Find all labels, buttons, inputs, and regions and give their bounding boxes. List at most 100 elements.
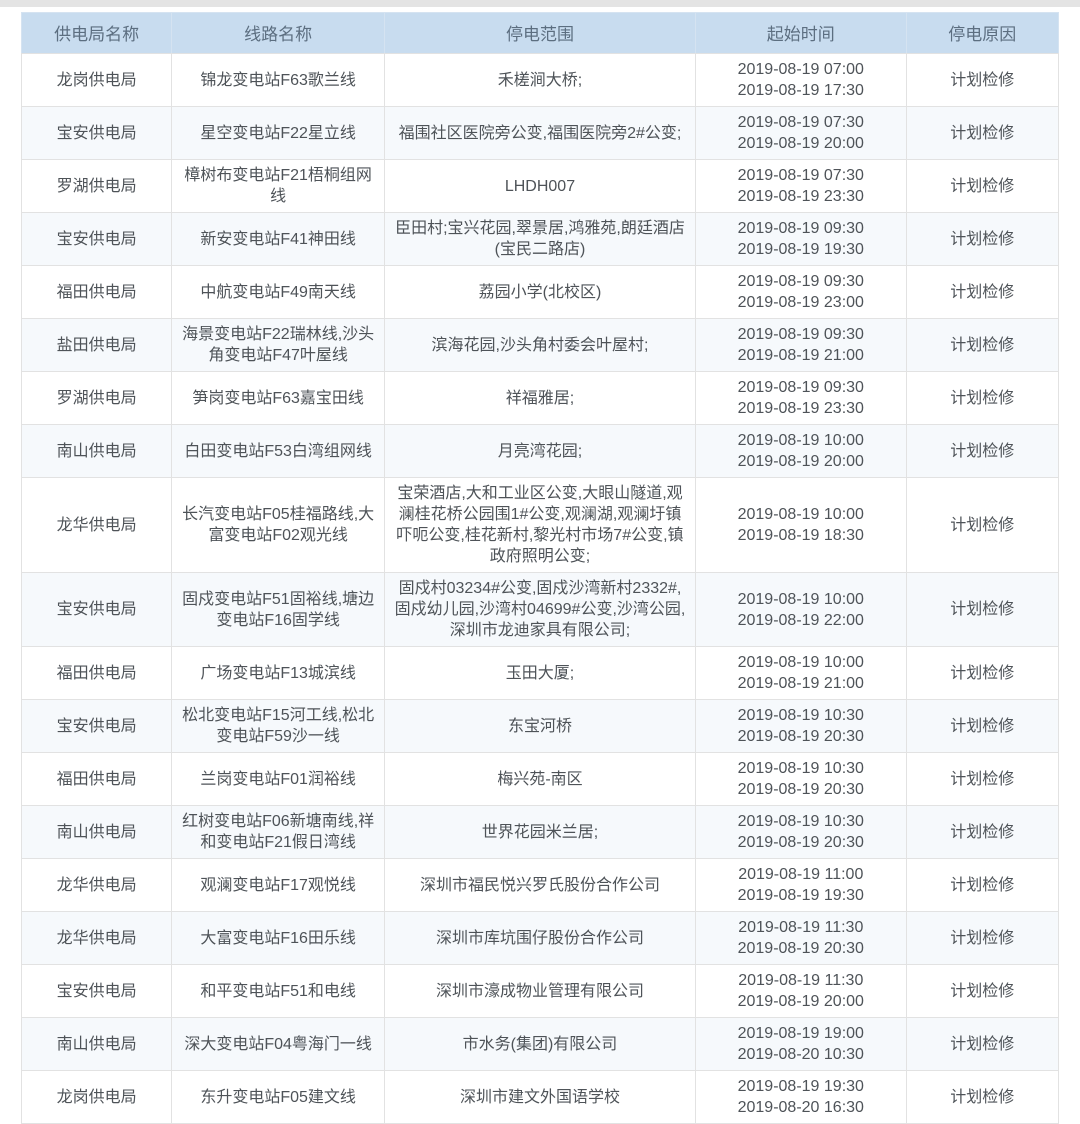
cell-reason: 计划检修 <box>905 1070 1060 1124</box>
cell-line: 东升变电站F05建文线 <box>171 1070 385 1124</box>
col-header-reason: 停电原因 <box>905 12 1060 54</box>
cell-line: 松北变电站F15河工线,松北变电站F59沙一线 <box>171 699 385 753</box>
start-time: 2019-08-19 07:30 <box>737 114 864 131</box>
cell-bureau: 龙岗供电局 <box>20 53 173 107</box>
cell-range: 荔园小学(北校区) <box>383 265 697 319</box>
cell-time: 2019-08-19 09:30 2019-08-19 23:00 <box>695 265 907 319</box>
cell-line: 和平变电站F51和电线 <box>171 964 385 1018</box>
cell-bureau: 宝安供电局 <box>20 572 173 647</box>
start-time: 2019-08-19 09:30 <box>737 273 864 290</box>
cell-line: 笋岗变电站F63嘉宝田线 <box>171 371 385 425</box>
col-header-line: 线路名称 <box>171 12 385 54</box>
cell-reason: 计划检修 <box>905 424 1060 478</box>
end-time: 2019-08-19 20:00 <box>737 453 864 470</box>
start-time: 2019-08-19 10:00 <box>737 654 864 671</box>
start-time: 2019-08-19 19:00 <box>737 1025 864 1042</box>
cell-bureau: 宝安供电局 <box>20 699 173 753</box>
cell-range: 月亮湾花园; <box>383 424 697 478</box>
cell-bureau: 龙华供电局 <box>20 858 173 912</box>
cell-range: 宝荣酒店,大和工业区公变,大眼山隧道,观澜桂花桥公园围1#公变,观澜湖,观澜圩镇… <box>383 477 697 573</box>
cell-time: 2019-08-19 11:30 2019-08-19 20:30 <box>695 911 907 965</box>
table-row: 罗湖供电局 笋岗变电站F63嘉宝田线 祥福雅居; 2019-08-19 09:30 20… <box>20 371 1060 425</box>
cell-range: 深圳市库坑围仔股份合作公司 <box>383 911 697 965</box>
end-time: 2019-08-20 10:30 <box>737 1046 864 1063</box>
power-outage-table: 供电局名称 线路名称 停电范围 起始时间 停电原因 龙岗供电局 锦龙变电站F63歌… <box>20 12 1060 1124</box>
cell-range: 固戍村03234#公变,固戍沙湾新村2332#,固戍幼儿园,沙湾村04699#公… <box>383 572 697 647</box>
cell-time: 2019-08-19 19:00 2019-08-20 10:30 <box>695 1017 907 1071</box>
end-time: 2019-08-19 20:30 <box>737 728 864 745</box>
cell-range: 滨海花园,沙头角村委会叶屋村; <box>383 318 697 372</box>
cell-reason: 计划检修 <box>905 212 1060 266</box>
cell-reason: 计划检修 <box>905 646 1060 700</box>
cell-range: 深圳市建文外国语学校 <box>383 1070 697 1124</box>
end-time: 2019-08-19 20:30 <box>737 781 864 798</box>
cell-line: 白田变电站F53白湾组网线 <box>171 424 385 478</box>
start-time: 2019-08-19 10:00 <box>737 432 864 449</box>
table-row: 福田供电局 广场变电站F13城滨线 玉田大厦; 2019-08-19 10:00 201… <box>20 646 1060 700</box>
cell-line: 广场变电站F13城滨线 <box>171 646 385 700</box>
cell-line: 锦龙变电站F63歌兰线 <box>171 53 385 107</box>
cell-reason: 计划检修 <box>905 318 1060 372</box>
cell-reason: 计划检修 <box>905 752 1060 806</box>
cell-line: 海景变电站F22瑞林线,沙头角变电站F47叶屋线 <box>171 318 385 372</box>
cell-range: 深圳市福民悦兴罗氏股份合作公司 <box>383 858 697 912</box>
end-time: 2019-08-19 17:30 <box>737 82 864 99</box>
start-time: 2019-08-19 10:00 <box>737 590 864 608</box>
cell-bureau: 南山供电局 <box>20 1017 173 1071</box>
end-time: 2019-08-19 23:30 <box>737 400 864 417</box>
cell-time: 2019-08-19 10:00 2019-08-19 20:00 <box>695 424 907 478</box>
cell-time: 2019-08-19 07:30 2019-08-19 23:30 <box>695 159 907 213</box>
cell-time: 2019-08-19 19:30 2019-08-20 16:30 <box>695 1070 907 1124</box>
start-time: 2019-08-19 11:00 <box>738 866 864 883</box>
cell-bureau: 南山供电局 <box>20 424 173 478</box>
start-time: 2019-08-19 11:30 <box>738 919 864 936</box>
start-time: 2019-08-19 09:30 <box>737 326 864 343</box>
end-time: 2019-08-19 21:00 <box>737 347 864 364</box>
table-row: 盐田供电局 海景变电站F22瑞林线,沙头角变电站F47叶屋线 滨海花园,沙头角村委会… <box>20 318 1060 372</box>
table-row: 龙华供电局 观澜变电站F17观悦线 深圳市福民悦兴罗氏股份合作公司 2019-08-1… <box>20 858 1060 912</box>
cell-bureau: 罗湖供电局 <box>20 159 173 213</box>
table-row: 福田供电局 中航变电站F49南天线 荔园小学(北校区) 2019-08-19 09:3… <box>20 265 1060 319</box>
start-time: 2019-08-19 10:00 <box>737 506 864 523</box>
cell-time: 2019-08-19 10:30 2019-08-19 20:30 <box>695 752 907 806</box>
start-time: 2019-08-19 09:30 <box>737 379 864 396</box>
cell-reason: 计划检修 <box>905 858 1060 912</box>
cell-time: 2019-08-19 07:00 2019-08-19 17:30 <box>695 53 907 107</box>
cell-reason: 计划检修 <box>905 964 1060 1018</box>
cell-line: 樟树布变电站F21梧桐组网线 <box>171 159 385 213</box>
table-row: 罗湖供电局 樟树布变电站F21梧桐组网线 LHDH007 2019-08-19 07:… <box>20 159 1060 213</box>
start-time: 2019-08-19 10:30 <box>737 707 864 724</box>
cell-bureau: 南山供电局 <box>20 805 173 859</box>
cell-range: 祥福雅居; <box>383 371 697 425</box>
start-time: 2019-08-19 10:30 <box>737 760 864 777</box>
cell-reason: 计划检修 <box>905 53 1060 107</box>
col-header-time: 起始时间 <box>695 12 907 54</box>
end-time: 2019-08-19 19:30 <box>737 887 864 904</box>
cell-bureau: 宝安供电局 <box>20 212 173 266</box>
col-header-range: 停电范围 <box>383 12 697 54</box>
cell-bureau: 罗湖供电局 <box>20 371 173 425</box>
cell-reason: 计划检修 <box>905 265 1060 319</box>
end-time: 2019-08-19 22:00 <box>737 611 864 629</box>
start-time: 2019-08-19 11:30 <box>738 972 864 989</box>
cell-reason: 计划检修 <box>905 477 1060 573</box>
top-divider <box>0 0 1080 7</box>
cell-line: 红树变电站F06新塘南线,祥和变电站F21假日湾线 <box>171 805 385 859</box>
table-row: 龙华供电局 大富变电站F16田乐线 深圳市库坑围仔股份合作公司 2019-08-19 … <box>20 911 1060 965</box>
cell-reason: 计划检修 <box>905 699 1060 753</box>
cell-line: 观澜变电站F17观悦线 <box>171 858 385 912</box>
end-time: 2019-08-19 21:00 <box>737 675 864 692</box>
cell-reason: 计划检修 <box>905 805 1060 859</box>
end-time: 2019-08-19 19:30 <box>737 241 864 258</box>
cell-line: 固戍变电站F51固裕线,塘边变电站F16固学线 <box>171 572 385 647</box>
cell-range: LHDH007 <box>383 159 697 213</box>
start-time: 2019-08-19 07:00 <box>737 61 864 78</box>
cell-time: 2019-08-19 09:30 2019-08-19 23:30 <box>695 371 907 425</box>
cell-reason: 计划检修 <box>905 1017 1060 1071</box>
table-row: 宝安供电局 和平变电站F51和电线 深圳市濠成物业管理有限公司 2019-08-19 … <box>20 964 1060 1018</box>
table-row: 宝安供电局 新安变电站F41神田线 臣田村;宝兴花园,翠景居,鸿雅苑,朗廷酒店(宝民… <box>20 212 1060 266</box>
cell-time: 2019-08-19 11:00 2019-08-19 19:30 <box>695 858 907 912</box>
cell-time: 2019-08-19 11:30 2019-08-19 20:00 <box>695 964 907 1018</box>
table-row: 龙岗供电局 锦龙变电站F63歌兰线 禾槎涧大桥; 2019-08-19 07:00 20… <box>20 53 1060 107</box>
cell-time: 2019-08-19 10:30 2019-08-19 20:30 <box>695 805 907 859</box>
